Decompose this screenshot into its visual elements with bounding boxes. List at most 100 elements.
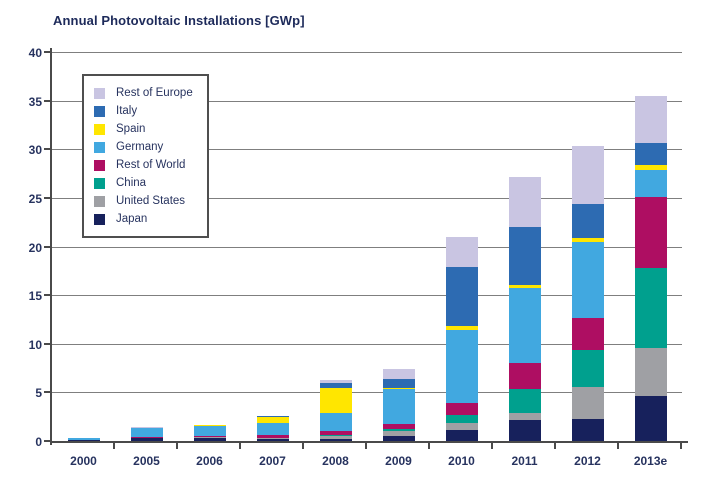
bar-segment-2008-italy	[319, 383, 352, 388]
x-tick-4	[302, 441, 304, 449]
bar-segment-2012-germany	[571, 241, 604, 319]
legend-swatch-icon	[94, 141, 105, 153]
bar-segment-2011-rest-of-world	[508, 363, 541, 390]
x-tick-label-2012: 2012	[574, 454, 601, 468]
bar-segment-2013e-germany	[634, 169, 667, 197]
bar-segment-2010-japan	[445, 430, 478, 441]
bar-segment-2012-china	[571, 349, 604, 387]
bar-segment-2010-germany	[445, 330, 478, 403]
bar-segment-2011-rest-of-europe	[508, 177, 541, 228]
bar-segment-2006-rest-of-world	[193, 435, 226, 438]
y-tick-0	[44, 440, 52, 442]
bar-segment-2012-rest-of-europe	[571, 146, 604, 204]
bar-segment-2000-germany	[67, 437, 100, 440]
bar-segment-2013e-japan	[634, 396, 667, 441]
bar-segment-2010-spain	[445, 325, 478, 331]
bar-segment-2009-germany	[382, 388, 415, 424]
y-tick-label-0: 0	[35, 435, 42, 449]
legend-label: United States	[116, 195, 186, 207]
legend-label: Spain	[116, 123, 146, 135]
bar-segment-2011-united-states	[508, 412, 541, 420]
bar-segment-2007-japan	[256, 439, 289, 441]
x-tick-label-2005: 2005	[133, 454, 160, 468]
bar-segment-2009-rest-of-world	[382, 423, 415, 430]
legend-label: Rest of World	[116, 159, 186, 171]
bar-segment-2011-italy	[508, 227, 541, 285]
bar-segment-2008-japan	[319, 438, 352, 441]
bar-segment-2011-spain	[508, 284, 541, 289]
y-tick-label-10: 10	[28, 337, 42, 352]
y-tick-label-15: 15	[28, 289, 42, 304]
y-tick-20	[44, 245, 52, 248]
legend-swatch-icon	[94, 87, 105, 99]
x-axis-line	[50, 441, 688, 443]
gridline-35	[52, 100, 682, 102]
legend-label: Japan	[116, 213, 148, 225]
x-tick-9	[617, 441, 619, 449]
legend-item-spain: Spain	[94, 120, 193, 138]
bar-segment-2012-united-states	[571, 386, 604, 419]
bar-segment-2007-germany	[256, 422, 289, 436]
bar-segment-2005-japan	[130, 438, 163, 441]
bar-segment-2008-rest-of-world	[319, 430, 352, 436]
y-tick-40	[44, 51, 52, 53]
bar-segment-2013e-spain	[634, 164, 667, 170]
gridline-15	[52, 295, 682, 297]
bar-segment-2013e-china	[634, 267, 667, 349]
y-tick-10	[44, 342, 52, 345]
bar-segment-2006-united-states	[193, 437, 226, 439]
y-tick-label-35: 35	[28, 94, 42, 109]
legend-item-italy: Italy	[94, 102, 193, 120]
y-tick-5	[44, 391, 52, 394]
x-tick-label-2008: 2008	[322, 454, 349, 468]
x-tick-label-2010: 2010	[448, 454, 475, 468]
bar-segment-2013e-united-states	[634, 348, 667, 397]
bar-segment-2008-spain	[319, 387, 352, 413]
x-tick-5	[365, 441, 367, 449]
plot-area: 0 5 10 15 20 25 30 35 40 2000 2005 2006 2007 2008 2009…	[29, 46, 688, 468]
y-tick-label-25: 25	[28, 191, 42, 206]
bar-segment-2010-rest-of-world	[445, 402, 478, 416]
bar-segment-2012-spain	[571, 237, 604, 242]
y-tick-35	[44, 99, 52, 102]
y-tick-label-30: 30	[28, 143, 42, 158]
y-tick-label-40: 40	[28, 46, 42, 60]
y-tick-30	[44, 148, 52, 151]
x-tick-label-2009: 2009	[385, 454, 412, 468]
bar-segment-2013e-italy	[634, 143, 667, 165]
x-tick-label-2000: 2000	[70, 454, 97, 468]
bar-segment-2005-germany	[130, 427, 163, 438]
bar-segment-2000-japan	[67, 440, 100, 441]
legend-item-united-states: United States	[94, 192, 193, 210]
bar-segment-2009-rest-of-europe	[382, 369, 415, 379]
bar-segment-2009-japan	[382, 435, 415, 441]
legend-swatch-icon	[94, 159, 105, 171]
x-tick-label-2011: 2011	[511, 454, 538, 468]
x-tick-label-2007: 2007	[259, 454, 286, 468]
bar-segment-2007-spain	[256, 417, 289, 423]
y-tick-15	[44, 294, 52, 297]
bar-segment-2012-italy	[571, 203, 604, 238]
legend-swatch-icon	[94, 105, 105, 117]
bar-segment-2007-rest-of-world	[256, 435, 289, 439]
x-tick-7	[491, 441, 493, 449]
bar-segment-2011-china	[508, 389, 541, 413]
bar-segment-2009-italy	[382, 378, 415, 388]
legend-item-japan: Japan	[94, 210, 193, 228]
x-tick-6	[428, 441, 430, 449]
bar-segment-2010-italy	[445, 267, 478, 326]
x-tick-3	[239, 441, 241, 449]
bar-segment-2013e-rest-of-world	[634, 196, 667, 268]
bar-segment-2007-italy	[256, 416, 289, 418]
bar-segment-2006-germany	[193, 425, 226, 436]
legend-item-rest-of-world: Rest of World	[94, 156, 193, 174]
legend-item-china: China	[94, 174, 193, 192]
bar-segment-2008-united-states	[319, 435, 352, 439]
bar-segment-2011-japan	[508, 419, 541, 441]
x-tick-label-2013e: 2013e	[633, 454, 668, 468]
legend-item-rest-of-europe: Rest of Europe	[94, 84, 193, 102]
legend-swatch-icon	[94, 195, 105, 207]
chart-title: Annual Photovoltaic Installations [GWp]	[53, 13, 305, 28]
legend-label: Rest of Europe	[116, 87, 193, 99]
bar-segment-2010-rest-of-europe	[445, 236, 478, 268]
